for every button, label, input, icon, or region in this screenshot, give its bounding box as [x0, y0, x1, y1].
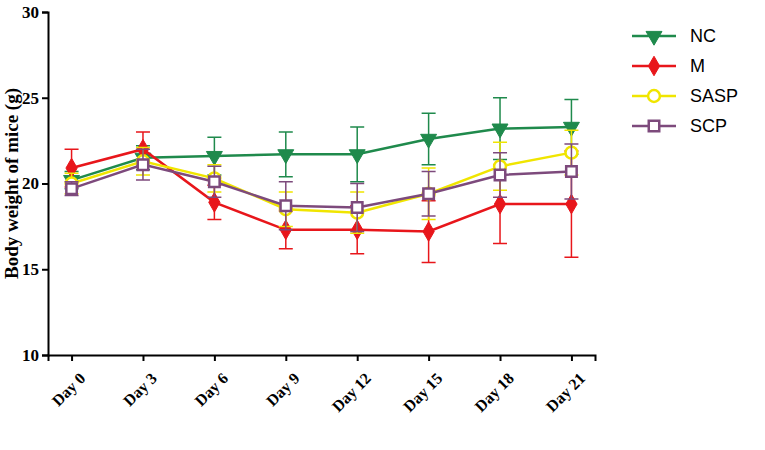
series-line — [72, 153, 572, 213]
series — [65, 130, 579, 233]
marker — [423, 222, 434, 242]
tick: Day 9 — [263, 355, 304, 410]
series — [65, 132, 579, 262]
tick-label: Day 3 — [120, 369, 161, 410]
tick: Day 6 — [191, 355, 232, 410]
legend-label: M — [690, 56, 705, 76]
tick-label: Day 18 — [471, 369, 517, 415]
tick-mark — [214, 355, 216, 361]
tick: Day 18 — [471, 355, 517, 416]
marker — [349, 150, 365, 164]
legend-symbol — [649, 121, 659, 131]
tick-label: Day 0 — [49, 369, 90, 410]
marker — [281, 201, 291, 211]
axis-title: Body weight of mice (g) — [1, 88, 23, 279]
chart: 1015202530Day 0Day 3Day 6Day 9Day 12Day … — [0, 0, 765, 450]
tick-mark — [42, 183, 48, 185]
marker — [423, 189, 433, 199]
tick-mark — [42, 97, 48, 99]
error-bar — [493, 153, 507, 198]
error-bar — [136, 149, 150, 180]
tick-mark — [42, 12, 48, 14]
error-bar — [207, 166, 221, 197]
legend: NC M SASP SCP — [632, 26, 738, 136]
marker — [66, 183, 76, 193]
marker — [495, 170, 505, 180]
tick-mark — [142, 355, 144, 361]
tick: Day 0 — [49, 355, 90, 410]
series — [65, 144, 579, 231]
tick-mark — [42, 355, 48, 357]
legend-symbol — [648, 90, 660, 102]
tick: Day 12 — [328, 355, 374, 416]
axis-line — [49, 356, 596, 362]
tick: 20 — [22, 174, 48, 193]
error-bar — [65, 182, 79, 196]
error-bar — [350, 127, 364, 182]
tick-mark — [357, 355, 359, 361]
error-bar — [564, 144, 578, 199]
x-axis: Day 0 Day 3 Day 6 Day 9 Day 12 Day 15 Day 18 Da… — [49, 355, 596, 416]
error-bar — [422, 113, 436, 164]
tick-label: Day 15 — [400, 369, 446, 415]
tick: 10 — [22, 346, 48, 365]
marker — [492, 124, 508, 138]
tick-label: 20 — [22, 174, 39, 193]
error-bar — [279, 132, 293, 177]
marker — [209, 177, 219, 187]
legend-label: NC — [690, 26, 716, 46]
tick-mark — [428, 355, 430, 361]
tick: Day 3 — [120, 355, 161, 410]
legend-label: SCP — [690, 116, 727, 136]
tick: Day 21 — [543, 355, 589, 416]
y-axis: 10 15 20 25 30 — [22, 3, 49, 365]
tick-label: 25 — [22, 89, 39, 108]
error-bar — [65, 173, 79, 194]
marker — [278, 150, 294, 164]
tick: Day 15 — [400, 355, 446, 416]
tick-label: Day 9 — [263, 369, 304, 410]
plot-area — [64, 98, 580, 263]
error-bar — [422, 171, 436, 216]
error-bar — [493, 165, 507, 244]
tick-label: 10 — [22, 346, 39, 365]
series-line — [72, 127, 572, 180]
marker — [206, 151, 222, 165]
legend-symbol — [648, 56, 659, 76]
marker — [352, 202, 362, 212]
marker — [421, 134, 437, 148]
tick-label: Day 12 — [328, 369, 374, 415]
error-bar — [564, 151, 578, 257]
legend-symbol — [646, 31, 662, 45]
series — [64, 98, 580, 190]
marker — [138, 159, 148, 169]
tick-mark — [71, 355, 73, 361]
tick-mark — [571, 355, 573, 361]
marker — [566, 166, 576, 176]
tick-mark — [285, 355, 287, 361]
tick: 30 — [22, 3, 48, 22]
tick-mark — [500, 355, 502, 361]
error-bar — [279, 182, 293, 230]
error-bar — [422, 168, 436, 219]
tick-label: 15 — [22, 260, 39, 279]
error-bar — [350, 184, 364, 232]
tick-mark — [42, 269, 48, 271]
marker — [423, 188, 435, 200]
tick: 15 — [22, 260, 48, 279]
tick: 25 — [22, 89, 48, 108]
axis-line — [42, 13, 49, 356]
legend-label: SASP — [690, 86, 738, 106]
tick-label: Day 21 — [543, 369, 589, 415]
tick-label: 30 — [22, 3, 39, 22]
tick-label: Day 6 — [191, 369, 232, 410]
